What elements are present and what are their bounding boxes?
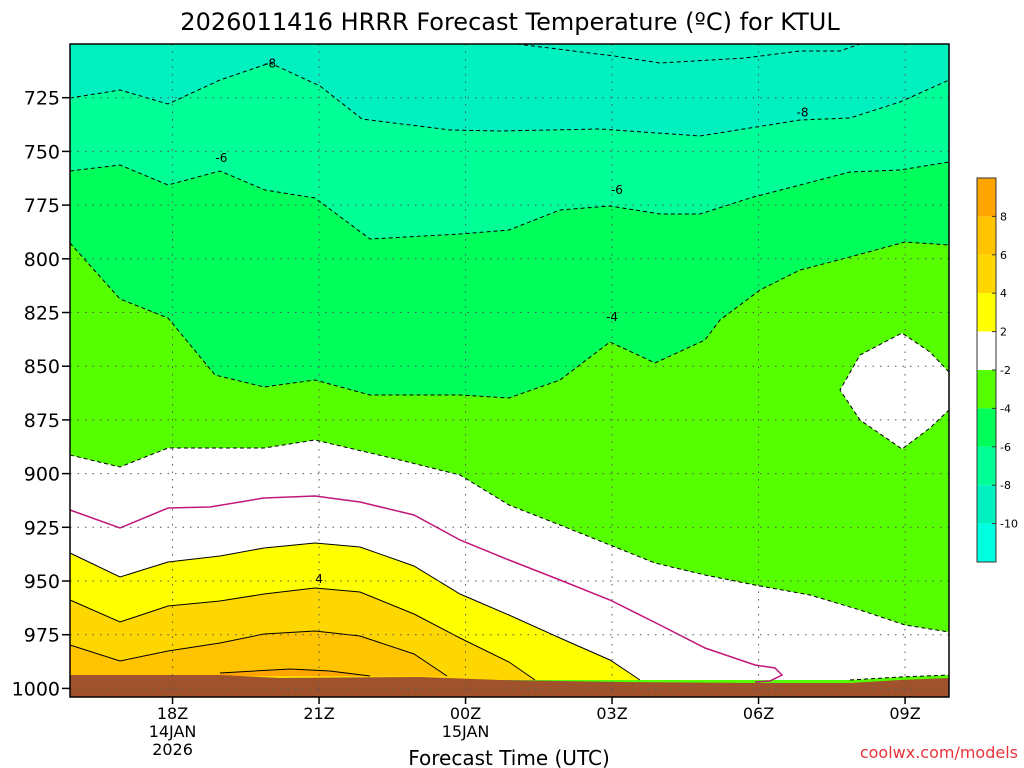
- plot-frame: [69, 43, 950, 698]
- contour-label: 4: [315, 572, 323, 586]
- contour-minus8: [69, 62, 950, 137]
- x-tick-label: 03Z: [596, 704, 627, 723]
- contour-label: -8: [797, 106, 809, 120]
- x-tick-label: 18Z: [157, 704, 188, 723]
- contour-minus2-surface: [849, 674, 950, 681]
- colorbar-label: 6: [1000, 249, 1007, 262]
- y-tick-label: 750: [24, 141, 60, 163]
- colorbar-label: -10: [1000, 518, 1018, 531]
- band-6: [70, 631, 447, 676]
- chart-title: 2026011416 HRRR Forecast Temperature (ºC…: [180, 8, 840, 36]
- colorbar-swatch: [977, 370, 996, 409]
- colorbar-swatch: [977, 485, 996, 524]
- x-tick-label: 21Z: [303, 704, 334, 723]
- surface-ground: [70, 675, 949, 697]
- x-tick-label: 09Z: [889, 704, 920, 723]
- contour-labels: -8 -8 -6 -6 -4 4: [215, 56, 809, 586]
- contour-8: [219, 668, 371, 677]
- colorbar-swatch: [977, 178, 996, 217]
- x-tick-label: 14JAN: [149, 722, 197, 741]
- y-tick-label: 875: [24, 410, 60, 432]
- colorbar-swatch: [977, 293, 996, 332]
- contour-label: -8: [264, 56, 276, 70]
- contour-label: -6: [611, 183, 623, 197]
- plot-area: -8 -8 -6 -6 -4 4: [69, 43, 950, 698]
- colorbar-swatch: [977, 446, 996, 486]
- contour-minus6: [69, 161, 950, 240]
- colorbar-swatch: [977, 254, 996, 294]
- x-tick-label: 00Z: [450, 704, 481, 723]
- y-tick-label: 900: [24, 464, 60, 486]
- contour-label: -6: [215, 151, 227, 165]
- band-8: [220, 669, 370, 676]
- x-tick-label: 15JAN: [442, 722, 490, 741]
- colorbar-swatch: [977, 331, 996, 370]
- y-tick-label: 825: [24, 303, 60, 325]
- freezing-line: [69, 495, 784, 683]
- y-tick-label: 1000: [12, 678, 60, 700]
- colorbar: 8 6 4 2 -2 -4 -6 -8 -10: [976, 177, 1018, 563]
- contour-2: [69, 542, 641, 681]
- colorbar-label: -4: [1000, 402, 1011, 415]
- colorbar-label: 2: [1000, 326, 1007, 339]
- colorbar-label: -2: [1000, 364, 1011, 377]
- contour-label: -4: [606, 310, 618, 324]
- y-tick-label: 950: [24, 571, 60, 593]
- contour-minus2: [69, 439, 950, 633]
- y-tick-label: 975: [24, 625, 60, 647]
- y-tick-label: 775: [24, 195, 60, 217]
- colorbar-label: -8: [1000, 479, 1011, 492]
- contour-4: [69, 587, 536, 681]
- colorbar-swatch: [977, 523, 996, 562]
- colorbar-label: -6: [1000, 441, 1011, 454]
- band-minus2-island: [840, 333, 949, 449]
- y-tick-label: 925: [24, 517, 60, 539]
- colorbar-swatch: [977, 408, 996, 447]
- y-tick-label: 725: [24, 88, 60, 110]
- contour-6: [69, 630, 448, 677]
- credit-text: coolwx.com/models: [860, 743, 1018, 762]
- colorbar-label: 4: [1000, 287, 1007, 300]
- x-axis-label: Forecast Time (UTC): [408, 746, 610, 768]
- band-minus8: [70, 44, 949, 136]
- x-tick-label: 06Z: [743, 704, 774, 723]
- y-tick-label: 800: [24, 249, 60, 271]
- contour-minus2-island: [839, 332, 950, 450]
- colorbar-label: 8: [1000, 210, 1007, 223]
- contour-minus8-top: [516, 43, 861, 64]
- colorbar-swatch: [977, 216, 996, 255]
- x-tick-label: 2026: [152, 740, 193, 759]
- y-axis: 725 750 775 800 825 850 875 900 925 950 975 1000: [12, 88, 70, 700]
- y-tick-label: 850: [24, 356, 60, 378]
